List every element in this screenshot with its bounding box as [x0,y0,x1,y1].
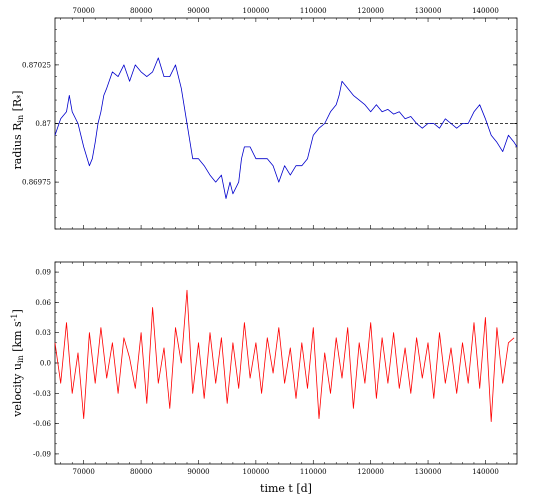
x-tick-label: 80000 [130,468,152,476]
x-tick-label: 140000 [472,7,499,15]
y-tick-label: 0.09 [35,269,51,277]
x-tick-label: 70000 [73,468,95,476]
x-tick-label: 90000 [187,468,209,476]
series-line [54,57,518,199]
y-tick-label: 0.03 [35,329,51,337]
x-tick-label: 100000 [243,7,270,15]
radius-chart: 70000 80000 90000 100000 110000 120000 130000 1… [22,7,518,230]
x-tick-label: 80000 [130,7,152,15]
x-tick-label: 70000 [73,7,95,15]
x-tick-label: 130000 [415,468,442,476]
x-axis-label: time t [d] [260,482,312,495]
y-tick-label: 0.0 [40,360,51,368]
y-tick-label: 0.86975 [22,179,51,187]
x-tick-label: 120000 [357,7,384,15]
x-tick-label: 100000 [243,468,270,476]
radius-y-axis-label: radius Rin [R*] [11,91,25,170]
x-tick-label: 110000 [300,468,327,476]
series-line [54,289,515,423]
velocity-chart: 70000 80000 90000 100000 110000 120000 130000 1… [33,261,518,476]
y-tick-label: -0.03 [33,390,51,398]
velocity-y-axis-label: velocity uin [km s-1] [10,309,25,418]
x-tick-label: 120000 [357,468,384,476]
y-tick-label: 0.06 [35,299,51,307]
y-tick-label: -0.06 [33,420,51,428]
x-tick-label: 130000 [415,7,442,15]
x-tick-label: 140000 [472,468,499,476]
plot-frame [54,261,518,465]
y-tick-label: 0.87 [35,120,51,128]
y-tick-label: -0.09 [33,450,51,458]
x-tick-label: 110000 [300,7,327,15]
y-tick-label: 0.87025 [22,61,51,69]
x-tick-label: 90000 [187,7,209,15]
